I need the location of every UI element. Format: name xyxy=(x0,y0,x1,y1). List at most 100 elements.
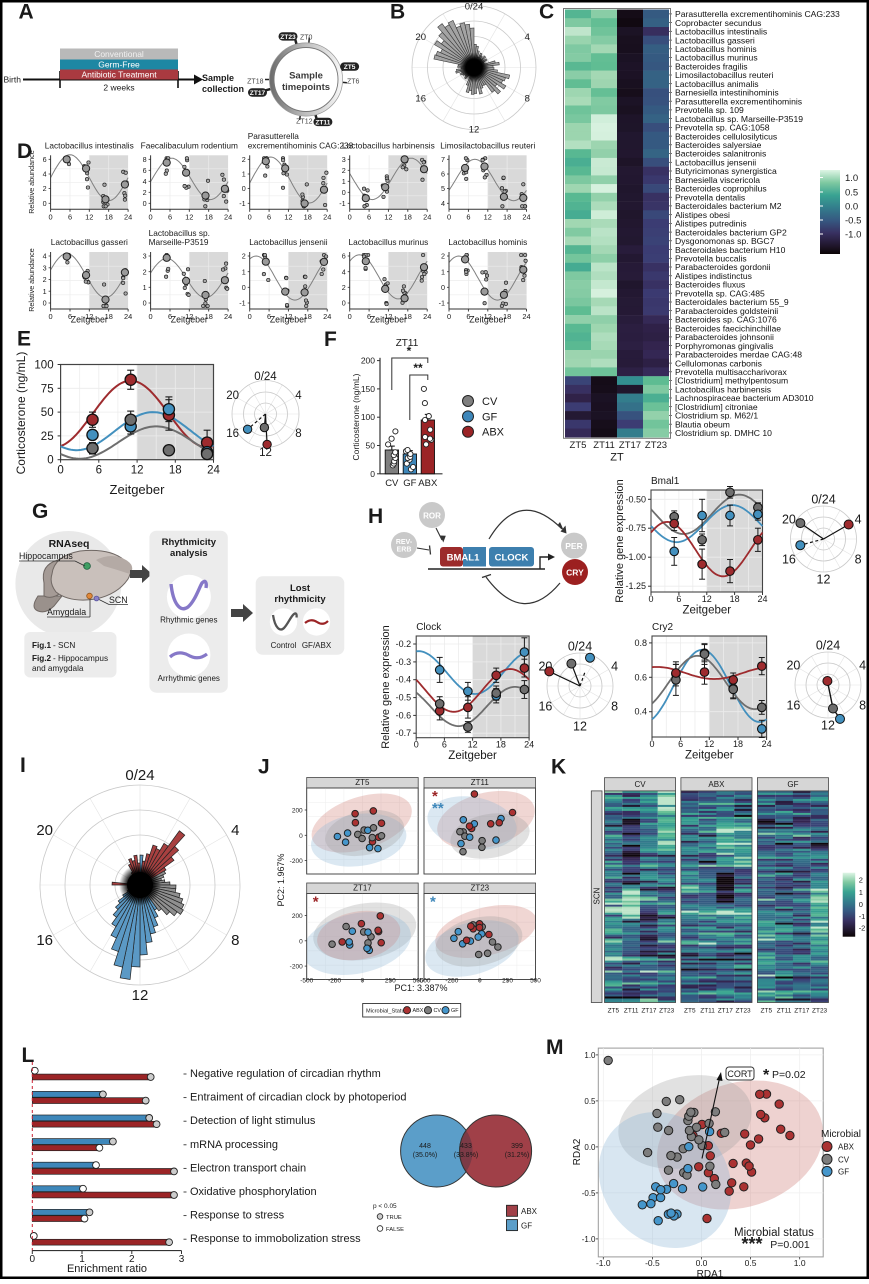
svg-text:150: 150 xyxy=(361,384,375,394)
svg-text:ABX: ABX xyxy=(482,427,505,439)
svg-text:2 weeks: 2 weeks xyxy=(103,83,134,93)
svg-text:K: K xyxy=(551,756,566,779)
svg-text:6: 6 xyxy=(678,739,683,749)
svg-text:200: 200 xyxy=(292,808,303,815)
svg-text:0.4: 0.4 xyxy=(634,707,647,717)
svg-text:ABX: ABX xyxy=(413,1008,424,1014)
svg-text:Lactobacillus hominis: Lactobacillus hominis xyxy=(448,237,527,247)
svg-text:Response to stress: Response to stress xyxy=(190,1210,285,1222)
svg-text:ABX: ABX xyxy=(708,780,725,789)
svg-text:GF: GF xyxy=(482,411,498,423)
svg-text:(35.0%): (35.0%) xyxy=(413,1152,438,1159)
svg-text:0: 0 xyxy=(149,312,153,321)
svg-text:CV: CV xyxy=(634,780,646,789)
svg-text:18: 18 xyxy=(503,212,511,221)
svg-text:-0.75: -0.75 xyxy=(625,523,646,533)
svg-text:6: 6 xyxy=(96,465,102,477)
svg-text:ZT5: ZT5 xyxy=(355,778,370,787)
svg-text:433: 433 xyxy=(460,1143,472,1150)
svg-text:J: J xyxy=(258,756,270,779)
svg-text:0: 0 xyxy=(649,739,654,749)
svg-text:0/24: 0/24 xyxy=(254,371,277,383)
svg-text:448: 448 xyxy=(419,1143,431,1150)
svg-text:Corticosterone (ng/mL): Corticosterone (ng/mL) xyxy=(14,352,28,475)
svg-text:4: 4 xyxy=(43,170,47,179)
svg-text:3: 3 xyxy=(179,1254,185,1265)
svg-text:ZT5: ZT5 xyxy=(570,440,587,451)
svg-text:0/24: 0/24 xyxy=(811,492,835,506)
svg-text:18: 18 xyxy=(304,212,312,221)
svg-text:50: 50 xyxy=(41,407,54,419)
svg-text:3: 3 xyxy=(342,155,346,164)
svg-text:6: 6 xyxy=(676,594,681,604)
svg-text:ZT11: ZT11 xyxy=(777,1008,792,1015)
svg-text:-1.0: -1.0 xyxy=(596,1258,611,1268)
svg-text:**: ** xyxy=(413,361,423,375)
svg-text:Relative gene expression: Relative gene expression xyxy=(614,479,626,603)
svg-text:Microbial: Microbial xyxy=(821,1129,861,1140)
svg-text:0: 0 xyxy=(149,212,153,221)
svg-text:24: 24 xyxy=(524,740,534,750)
svg-text:-2: -2 xyxy=(859,923,866,932)
svg-text:4: 4 xyxy=(525,32,530,43)
svg-text:ZT18: ZT18 xyxy=(247,79,263,86)
svg-text:Entraiment of circadian clock: Entraiment of circadian clock by photope… xyxy=(190,1092,406,1104)
svg-text:Negative regulation of circadi: Negative regulation of circadian rhythm xyxy=(190,1068,381,1080)
svg-text:(31.2%): (31.2%) xyxy=(505,1152,530,1159)
svg-text:0: 0 xyxy=(441,283,445,292)
svg-text:ZT17: ZT17 xyxy=(619,440,641,451)
svg-text:GF/ABX: GF/ABX xyxy=(302,641,332,650)
svg-text:CRY: CRY xyxy=(566,568,584,578)
svg-text:Zeitgeber: Zeitgeber xyxy=(270,315,307,325)
svg-text:8: 8 xyxy=(859,698,866,712)
svg-text:12: 12 xyxy=(573,719,587,733)
svg-text:18: 18 xyxy=(730,594,740,604)
svg-text:12: 12 xyxy=(185,212,193,221)
svg-text:- SCN: - SCN xyxy=(53,641,75,650)
svg-text:8: 8 xyxy=(855,552,862,566)
svg-text:0: 0 xyxy=(370,469,375,479)
svg-text:ZT23: ZT23 xyxy=(736,1008,752,1015)
svg-text:0.5: 0.5 xyxy=(845,188,858,199)
svg-text:2: 2 xyxy=(43,184,47,193)
svg-text:G: G xyxy=(32,500,48,523)
svg-text:8: 8 xyxy=(143,155,147,164)
svg-text:***: *** xyxy=(741,1234,762,1254)
svg-text:Amygdala: Amygdala xyxy=(47,607,86,617)
svg-text:Relative abundance: Relative abundance xyxy=(27,150,36,214)
svg-text:GF: GF xyxy=(451,1008,459,1014)
svg-text:2: 2 xyxy=(143,267,147,276)
svg-text:ABX: ABX xyxy=(521,1207,538,1216)
svg-text:-0.4: -0.4 xyxy=(396,675,412,685)
svg-text:0: 0 xyxy=(342,188,346,197)
svg-text:Zeitgeber: Zeitgeber xyxy=(469,315,506,325)
svg-text:12: 12 xyxy=(131,465,144,477)
svg-text:PC1: 3.387%: PC1: 3.387% xyxy=(394,983,447,993)
svg-text:Lactobacillus jensenii: Lactobacillus jensenii xyxy=(249,237,328,247)
svg-text:SCN: SCN xyxy=(109,595,128,605)
svg-text:18: 18 xyxy=(105,212,113,221)
svg-text:-0.5: -0.5 xyxy=(582,1189,596,1198)
svg-text:Sample: Sample xyxy=(289,71,323,82)
svg-text:24: 24 xyxy=(762,739,772,749)
svg-text:-0.2: -0.2 xyxy=(396,639,412,649)
svg-text:C: C xyxy=(539,1,554,24)
svg-text:24: 24 xyxy=(323,312,331,321)
svg-text:0: 0 xyxy=(348,212,352,221)
svg-text:H: H xyxy=(368,505,383,528)
svg-text:Fig.2: Fig.2 xyxy=(32,654,52,663)
svg-text:12: 12 xyxy=(85,212,93,221)
svg-text:0.5: 0.5 xyxy=(584,1097,596,1106)
svg-text:Cry2: Cry2 xyxy=(652,622,674,633)
svg-text:18: 18 xyxy=(733,739,743,749)
svg-text:0: 0 xyxy=(248,212,252,221)
svg-text:A: A xyxy=(19,1,34,24)
svg-text:Limosilactobacillus reuteri: Limosilactobacillus reuteri xyxy=(440,140,535,150)
svg-text:200: 200 xyxy=(292,913,303,920)
svg-text:2: 2 xyxy=(441,252,445,261)
svg-text:Zeitgeber: Zeitgeber xyxy=(71,315,108,325)
svg-text:GF: GF xyxy=(838,1167,849,1176)
svg-text:50: 50 xyxy=(366,441,376,451)
svg-text:24: 24 xyxy=(423,212,431,221)
svg-text:18: 18 xyxy=(404,212,412,221)
